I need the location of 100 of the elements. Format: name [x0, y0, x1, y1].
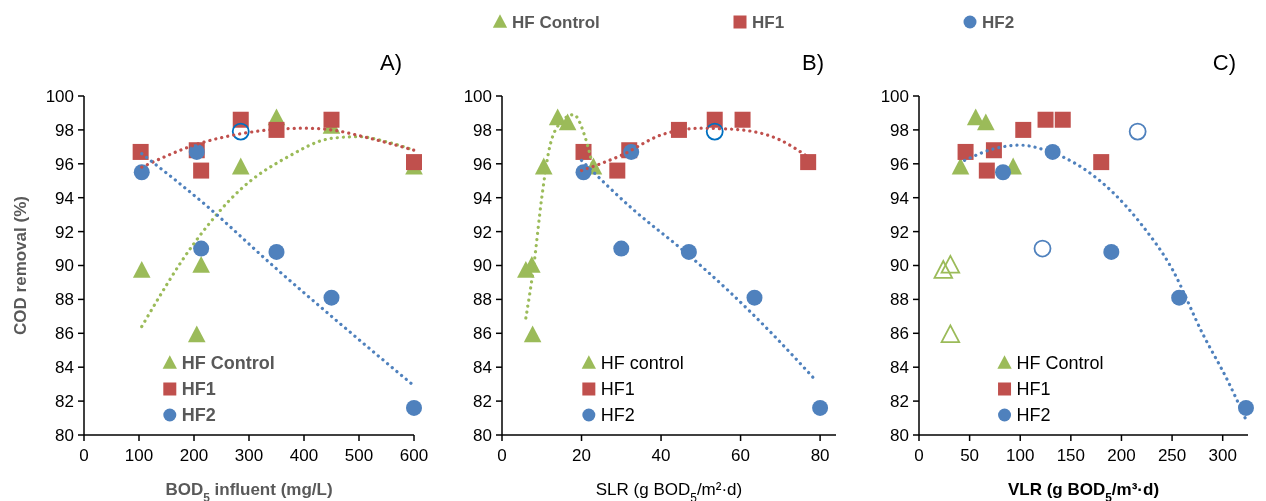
x-tick-label: 400: [289, 446, 319, 465]
x-tick-label: 50: [960, 446, 980, 465]
point: [800, 154, 817, 171]
legend-label: HF1: [181, 379, 216, 400]
point: [231, 157, 250, 175]
point: [940, 324, 961, 344]
x-tick-label: 40: [651, 446, 671, 465]
x-tick-label: 150: [1056, 446, 1086, 465]
x-tick-label: 20: [572, 446, 591, 465]
x-tick-label: 0: [914, 446, 924, 465]
point: [132, 260, 151, 278]
y-tick-label: 80: [55, 425, 74, 445]
y-tick-label: 86: [55, 324, 74, 344]
x-tick-label: 500: [344, 446, 374, 465]
point: [187, 325, 206, 343]
point: [746, 289, 763, 306]
x-tick-label: 100: [1006, 446, 1035, 465]
point: [613, 240, 630, 257]
point: [940, 255, 961, 274]
point: [978, 162, 995, 179]
point: [133, 164, 150, 181]
legend-label: HF Control: [1016, 353, 1104, 374]
x-tick-label: 250: [1157, 446, 1187, 465]
y-tick-label: 84: [473, 358, 492, 378]
point: [977, 113, 995, 131]
x-tick-label: 80: [810, 446, 830, 465]
y-tick-label: 100: [45, 86, 74, 106]
y-tick-label: 98: [473, 120, 492, 140]
legend-label: HF control: [600, 353, 684, 374]
y-tick-label: 94: [890, 188, 909, 208]
point: [558, 113, 577, 131]
y-tick-label: 94: [473, 188, 492, 208]
x-tick-label: 0: [79, 446, 89, 465]
text: HF1: [752, 12, 785, 32]
y-tick-label: 92: [890, 222, 909, 242]
text: HF Control: [512, 12, 600, 32]
x-tick-label: 200: [1107, 446, 1136, 465]
y-tick-label: 98: [55, 120, 74, 140]
point: [1128, 122, 1147, 141]
point: [231, 122, 250, 141]
y-tick-label: 90: [473, 256, 492, 276]
y-axis-title: COD removal (%): [11, 196, 30, 335]
point: [193, 162, 210, 179]
x-tick-label: 300: [1208, 446, 1237, 465]
chart-title: A): [380, 50, 402, 75]
point: [1054, 111, 1071, 128]
point: [406, 154, 422, 171]
point: [933, 260, 953, 279]
chart-title: B): [802, 50, 824, 75]
point: [812, 399, 829, 416]
text: HF2: [982, 12, 1015, 32]
y-tick-label: 90: [890, 256, 909, 276]
point: [193, 240, 210, 257]
point: [406, 399, 422, 416]
point: [323, 111, 340, 128]
point: [1015, 121, 1032, 138]
y-tick-label: 98: [890, 120, 909, 140]
y-tick-label: 84: [55, 358, 74, 378]
y-tick-label: 96: [55, 154, 74, 174]
point: [1103, 243, 1120, 260]
point: [1237, 399, 1254, 416]
x-tick-label: 200: [179, 446, 209, 465]
y-tick-label: 96: [473, 154, 492, 174]
x-tick-label: 100: [124, 446, 154, 465]
point: [609, 162, 626, 179]
y-tick-label: 84: [890, 358, 909, 378]
point: [670, 121, 687, 138]
legend-label: HF2: [600, 405, 635, 426]
y-tick-label: 88: [473, 290, 492, 310]
point: [705, 122, 724, 141]
y-tick-label: 96: [890, 154, 909, 174]
legend-label: HF2: [181, 405, 216, 426]
y-tick-label: 90: [55, 256, 74, 276]
y-tick-label: 88: [55, 290, 74, 310]
point: [523, 325, 542, 343]
y-tick-label: 92: [55, 222, 74, 242]
point: [323, 289, 340, 306]
point: [734, 111, 751, 128]
point: [1033, 239, 1052, 258]
chart-title: C): [1212, 50, 1236, 75]
y-tick-label: 82: [890, 392, 909, 412]
legend-label: HF2: [1016, 405, 1051, 426]
x-tick-label: 60: [731, 446, 751, 465]
point: [985, 142, 1002, 159]
legend-label: HF1: [600, 379, 635, 400]
point: [268, 121, 285, 138]
y-tick-label: 92: [473, 222, 492, 242]
x-tick-label: 600: [399, 446, 429, 465]
legend-label: HF1: [1016, 379, 1051, 400]
y-tick-label: 82: [55, 392, 74, 412]
y-tick-label: 86: [890, 324, 909, 344]
x-tick-label: 0: [497, 446, 507, 465]
y-tick-label: 80: [890, 425, 909, 445]
point: [995, 164, 1012, 181]
y-tick-label: 100: [880, 86, 909, 106]
point: [957, 143, 974, 160]
y-tick-label: 82: [473, 392, 492, 412]
y-tick-label: 88: [890, 290, 909, 310]
legend-label: HF Control: [181, 353, 275, 374]
y-tick-label: 80: [473, 425, 492, 445]
